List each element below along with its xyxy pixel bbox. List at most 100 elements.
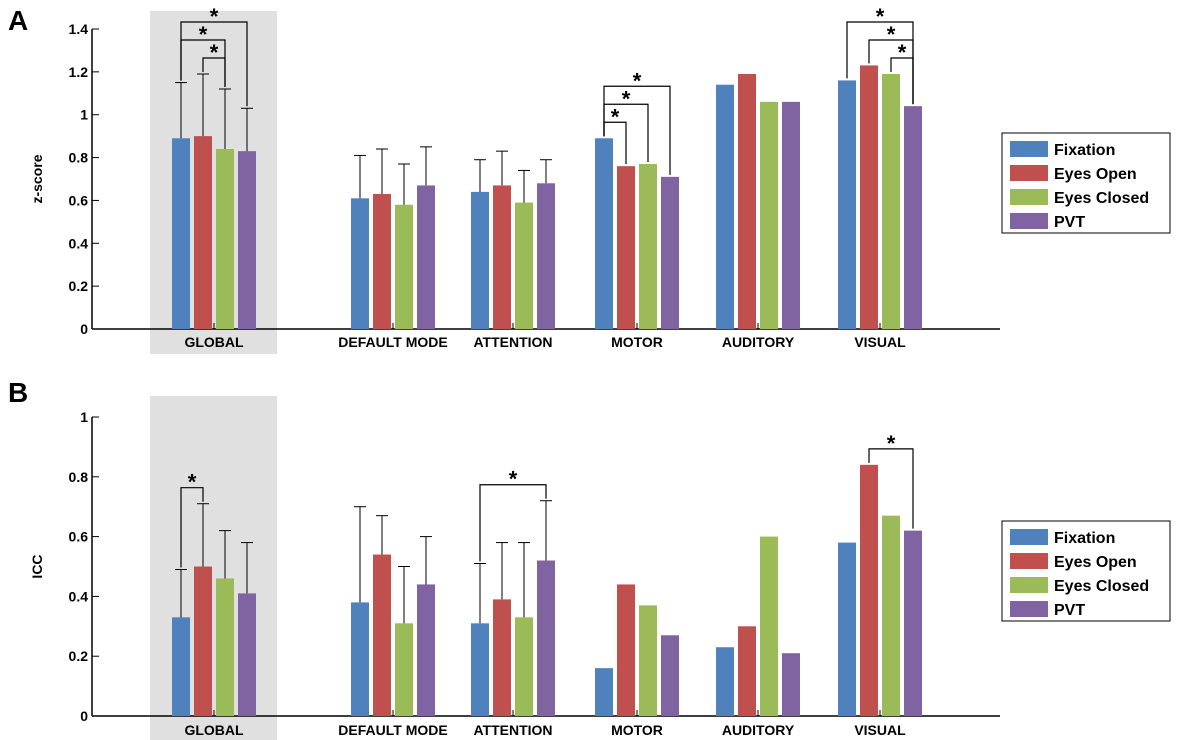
bar-eyes-open (738, 626, 756, 716)
legend-swatch (1010, 189, 1048, 205)
legend-swatch (1010, 213, 1048, 229)
bar-fixation (351, 602, 369, 716)
bar-eyes-closed (395, 204, 413, 329)
bar-eyes-closed (515, 617, 533, 716)
y-tick-label: 0.2 (69, 278, 89, 294)
legend-swatch (1010, 529, 1048, 545)
bar-fixation (716, 84, 734, 329)
bar-eyes-open (617, 584, 635, 716)
significance-star: * (887, 22, 896, 47)
x-tick-label: DEFAULT MODE (338, 334, 447, 350)
bar-eyes-closed (216, 149, 234, 329)
significance-star: * (633, 68, 642, 93)
bar-eyes-closed (760, 536, 778, 716)
y-tick-label: 1 (80, 107, 88, 123)
bar-pvt (782, 101, 800, 329)
significance-bracket (603, 85, 671, 175)
legend-label: Fixation (1054, 530, 1115, 547)
bar-fixation (351, 198, 369, 329)
panel-b: B ICC 0 0.2 0.4 0.6 0.8 1 GLOBAL DEFAULT MODE ATTE… (8, 377, 1171, 740)
bar-fixation (595, 138, 613, 329)
highlight-band (150, 396, 277, 740)
bar-pvt (417, 185, 435, 329)
y-tick-label: 0.4 (69, 588, 89, 604)
significance-star: * (898, 40, 907, 65)
y-tick-label: 0.6 (69, 529, 89, 545)
y-tick-label: 0.2 (69, 648, 89, 664)
bar-eyes-open (194, 566, 212, 716)
bar-eyes-open (373, 194, 391, 329)
significance-bracket (868, 448, 914, 529)
x-tick-label: MOTOR (611, 722, 663, 738)
bar-eyes-open (738, 74, 756, 329)
legend: Fixation Eyes Open Eyes Closed PVT (1001, 520, 1171, 622)
panel-label: A (8, 5, 28, 36)
y-tick-label: 1.2 (69, 64, 89, 80)
x-tick-label: GLOBAL (184, 722, 244, 738)
x-tick-label: ATTENTION (473, 334, 552, 350)
bar-fixation (838, 80, 856, 329)
bar-pvt (417, 584, 435, 716)
bar-pvt (782, 653, 800, 716)
bar-eyes-open (617, 166, 635, 329)
bar-fixation (172, 138, 190, 329)
y-axis-label: ICC (29, 554, 45, 578)
x-tick-label: DEFAULT MODE (338, 722, 447, 738)
legend-label: PVT (1054, 214, 1085, 231)
bar-eyes-closed (395, 623, 413, 716)
bar-eyes-open (194, 136, 212, 329)
y-tick-label: 0 (80, 321, 88, 337)
bar-pvt (661, 176, 679, 329)
bar-eyes-open (860, 464, 878, 716)
bar-pvt (238, 593, 256, 716)
x-tick-label: AUDITORY (722, 722, 795, 738)
significance-bracket (479, 484, 547, 562)
y-tick-label: 0 (80, 708, 88, 724)
y-tick-label: 0.8 (69, 150, 89, 166)
significance-star: * (199, 22, 208, 47)
legend-label: PVT (1054, 602, 1085, 619)
significance-bracket (180, 487, 204, 568)
y-tick-label: 0.6 (69, 192, 89, 208)
bar-eyes-closed (515, 202, 533, 329)
bar-eyes-closed (882, 74, 900, 329)
bar-fixation (172, 617, 190, 716)
x-tick-label: VISUAL (854, 334, 906, 350)
y-axis-label: z-score (29, 154, 45, 203)
legend-label: Fixation (1054, 142, 1115, 159)
bar-eyes-open (860, 65, 878, 329)
legend-swatch (1010, 577, 1048, 593)
legend-label: Eyes Closed (1054, 190, 1149, 207)
bar-fixation (595, 668, 613, 716)
bar-eyes-open (373, 554, 391, 716)
legend-swatch (1010, 141, 1048, 157)
bar-fixation (471, 191, 489, 329)
legend-label: Eyes Open (1054, 554, 1137, 571)
panel-label: B (8, 377, 28, 408)
x-tick-label: ATTENTION (473, 722, 552, 738)
significance-star: * (210, 4, 219, 29)
bar-fixation (471, 623, 489, 716)
legend-swatch (1010, 165, 1048, 181)
significance-bracket (846, 21, 914, 105)
x-tick-label: GLOBAL (184, 334, 244, 350)
bar-fixation (716, 647, 734, 716)
bar-pvt (904, 106, 922, 330)
legend-swatch (1010, 601, 1048, 617)
y-tick-label: 0.8 (69, 469, 89, 485)
significance-star: * (622, 86, 631, 111)
legend-label: Eyes Closed (1054, 578, 1149, 595)
bar-eyes-open (493, 599, 511, 716)
bar-eyes-closed (216, 578, 234, 716)
significance-star: * (611, 104, 620, 129)
y-tick-label: 1.4 (69, 21, 89, 37)
bar-fixation (838, 542, 856, 716)
bar-eyes-closed (882, 515, 900, 716)
x-tick-label: MOTOR (611, 334, 663, 350)
bar-eyes-closed (639, 164, 657, 329)
bar-pvt (661, 635, 679, 716)
bar-eyes-closed (639, 605, 657, 716)
legend: Fixation Eyes Open Eyes Closed PVT (1001, 132, 1171, 234)
significance-star: * (210, 40, 219, 65)
